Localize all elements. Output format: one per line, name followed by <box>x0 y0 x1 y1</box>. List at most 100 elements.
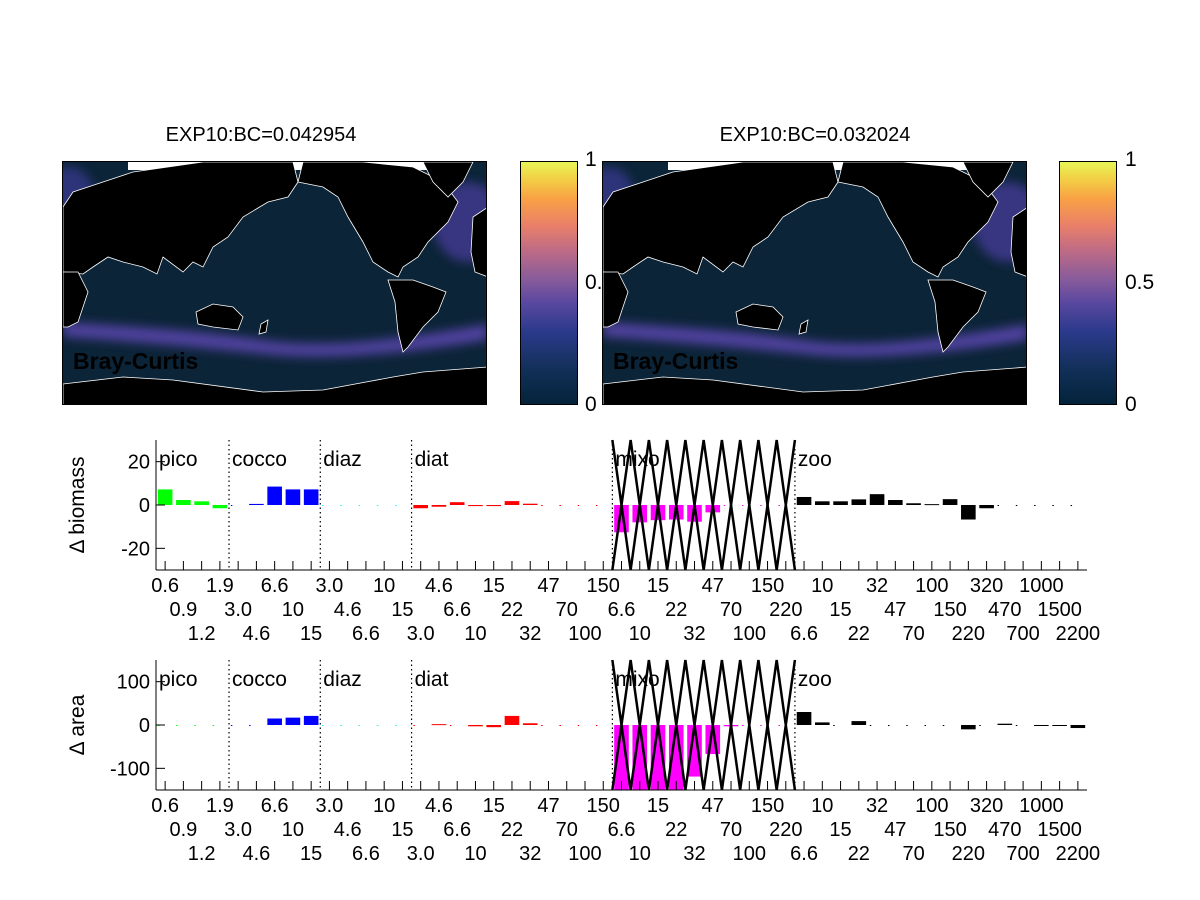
colorbar-tick: 1 <box>585 148 597 171</box>
x-tick-label: 10 <box>629 623 651 645</box>
bar-chart-1: pico cocco diaz diat mixo zoo200-200.60.91.21… <box>66 439 1101 645</box>
x-tick-label: 6.6 <box>352 623 380 645</box>
group-label: pico <box>159 668 198 691</box>
landmass <box>63 162 299 275</box>
bar-zoo <box>833 725 835 726</box>
group-label: cocco <box>232 448 287 471</box>
x-tick-label: 15 <box>483 795 505 817</box>
x-tick-label: 1000 <box>1019 575 1064 597</box>
bar-diaz <box>395 505 397 506</box>
bar-diat <box>504 501 520 505</box>
bar-diaz <box>322 505 324 506</box>
x-tick-label: 47 <box>537 575 559 597</box>
map-image <box>603 162 1026 404</box>
x-tick-label: 15 <box>829 599 851 621</box>
bar-zoo <box>851 499 867 505</box>
bar-mixo <box>614 725 629 790</box>
x-tick-label: 4.6 <box>334 599 362 621</box>
x-tick-label: 0.6 <box>151 575 179 597</box>
bar-zoo <box>942 725 945 726</box>
x-tick-label: 6.6 <box>261 575 289 597</box>
landmass <box>798 319 809 335</box>
colorbar-tick: 0 <box>1125 393 1137 416</box>
x-tick-label: 3.0 <box>316 575 344 597</box>
x-tick-label: 15 <box>300 623 322 645</box>
bar-mixo <box>668 725 684 790</box>
landmass <box>422 162 474 198</box>
x-tick-label: 6.6 <box>790 623 818 645</box>
bar-diaz <box>322 725 324 726</box>
bar-diat <box>522 723 538 725</box>
x-tick-label: 22 <box>665 599 687 621</box>
x-tick-label: 100 <box>733 623 766 645</box>
bar-zoo <box>1034 505 1036 506</box>
landmass <box>735 303 784 331</box>
x-tick-label: 0.9 <box>169 599 197 621</box>
bar-zoo <box>869 725 872 726</box>
x-tick-label: 220 <box>769 599 802 621</box>
bar-diat <box>504 715 520 725</box>
bar-mixo <box>760 725 762 726</box>
x-tick-label: 150 <box>587 795 620 817</box>
x-tick-label: 15 <box>483 575 505 597</box>
x-tick-label: 320 <box>970 575 1003 597</box>
x-tick-label: 10 <box>464 843 486 865</box>
x-tick-label: 220 <box>769 819 802 841</box>
bar-diat <box>413 725 415 726</box>
x-tick-label: 15 <box>647 795 669 817</box>
landmass <box>258 319 269 335</box>
group-label: zoo <box>798 448 832 471</box>
bar-zoo <box>961 725 976 730</box>
bar-cocco <box>303 715 319 725</box>
x-tick-label: 4.6 <box>425 575 453 597</box>
x-tick-label: 10 <box>373 795 395 817</box>
x-tick-label: 6.6 <box>608 819 636 841</box>
bar-diaz <box>358 725 361 726</box>
x-tick-label: 6.6 <box>443 819 471 841</box>
bar-zoo <box>851 721 867 725</box>
bar-cocco <box>267 718 282 725</box>
bar-mixo <box>741 725 744 726</box>
bar-zoo <box>1052 505 1054 506</box>
x-tick-label: 10 <box>282 819 304 841</box>
bar-mixo <box>687 725 702 777</box>
bar-diaz <box>340 505 342 506</box>
colorbar-tick: 0 <box>585 393 597 416</box>
bar-chart-2: pico cocco diaz diat mixo zoo1000-1000.60.91.… <box>66 659 1100 865</box>
bar-zoo <box>979 725 981 726</box>
bar-cocco <box>267 486 282 505</box>
bar-zoo <box>888 500 903 505</box>
x-tick-label: 320 <box>970 795 1003 817</box>
x-tick-label: 70 <box>720 599 742 621</box>
bar-zoo <box>906 503 921 505</box>
x-tick-label: 15 <box>391 819 413 841</box>
bar-diaz <box>340 725 342 726</box>
x-tick-label: 15 <box>300 843 322 865</box>
x-tick-label: 4.6 <box>242 623 270 645</box>
bar-pico <box>194 725 196 726</box>
x-tick-label: 15 <box>647 575 669 597</box>
x-tick-label: 47 <box>537 795 559 817</box>
bar-zoo <box>796 712 812 725</box>
bar-zoo <box>979 505 994 509</box>
x-tick-label: 3.0 <box>407 843 435 865</box>
bar-zoo <box>1052 725 1067 726</box>
bar-pico <box>194 501 209 505</box>
bar-diaz <box>358 505 361 506</box>
bar-zoo <box>833 501 848 505</box>
x-tick-label: 2200 <box>1056 623 1101 645</box>
x-tick-label: 1.9 <box>206 575 234 597</box>
bar-diat <box>468 505 483 507</box>
x-tick-label: 6.6 <box>608 599 636 621</box>
bar-zoo <box>815 722 830 725</box>
x-tick-label: 15 <box>829 819 851 841</box>
landmass <box>927 279 987 353</box>
x-tick-label: 10 <box>282 599 304 621</box>
bar-zoo <box>869 494 885 505</box>
bar-zoo <box>906 725 908 726</box>
group-label: cocco <box>232 668 287 691</box>
bar-mixo <box>778 725 780 726</box>
x-tick-label: 70 <box>556 599 578 621</box>
southern-ocean-band <box>63 322 486 357</box>
x-tick-label: 3.0 <box>224 819 252 841</box>
